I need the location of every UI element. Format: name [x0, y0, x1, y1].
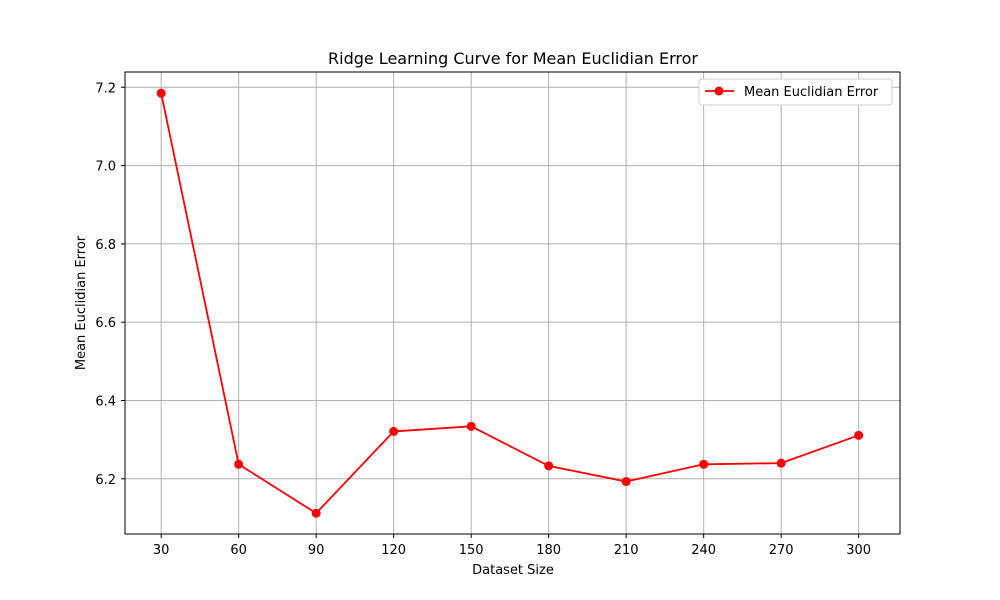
y-axis-label: Mean Euclidian Error — [74, 235, 89, 370]
legend: Mean Euclidian Error — [698, 78, 893, 106]
data-point — [466, 421, 476, 431]
y-tick-label: 7.2 — [95, 81, 116, 96]
x-axis-label: Dataset Size — [472, 563, 554, 578]
series-line — [160, 92, 859, 515]
data-point — [544, 461, 554, 471]
data-point — [156, 88, 166, 98]
y-axis: 6.2 6.4 6.6 6.8 7.0 7.2 — [95, 81, 125, 488]
plot-area — [124, 71, 901, 535]
y-tick-label: 6.8 — [95, 238, 116, 253]
series-group — [156, 88, 864, 518]
legend-marker — [714, 86, 724, 96]
x-tick-label: 210 — [614, 543, 639, 558]
data-point — [699, 459, 709, 469]
x-tick-label: 270 — [769, 543, 794, 558]
y-tick-label: 6.2 — [95, 473, 116, 488]
data-point — [389, 426, 399, 436]
x-tick-label: 30 — [153, 543, 170, 558]
y-tick-label: 7.0 — [95, 160, 116, 175]
x-axis: 30 60 90 120 150 180 210 240 270 300 — [153, 534, 871, 558]
x-tick-label: 300 — [846, 543, 871, 558]
x-tick-label: 120 — [381, 543, 406, 558]
x-tick-label: 240 — [691, 543, 716, 558]
legend-label: Mean Euclidian Error — [744, 85, 879, 100]
grid — [125, 72, 900, 534]
chart-title: Ridge Learning Curve for Mean Euclidian … — [328, 49, 698, 68]
data-point — [234, 459, 244, 469]
data-point — [621, 477, 631, 487]
x-tick-label: 90 — [308, 543, 325, 558]
y-tick-label: 6.4 — [95, 394, 116, 409]
legend-box — [698, 78, 893, 106]
x-tick-label: 150 — [459, 543, 484, 558]
x-tick-label: 60 — [230, 543, 247, 558]
x-tick-label: 180 — [536, 543, 561, 558]
data-point — [854, 430, 864, 440]
data-point — [776, 458, 786, 468]
y-tick-label: 6.6 — [95, 316, 116, 331]
data-point — [311, 508, 321, 518]
